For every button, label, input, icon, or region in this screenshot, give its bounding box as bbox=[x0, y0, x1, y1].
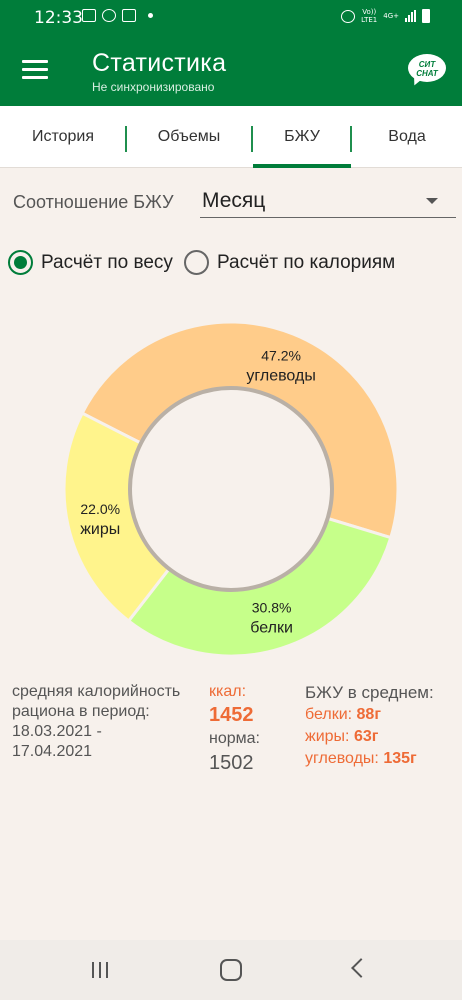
chat-label-line2: CHAT bbox=[416, 69, 438, 78]
slice-category: жиры bbox=[80, 521, 120, 538]
slice-percent: 22.0% bbox=[80, 501, 120, 517]
calendar-icon bbox=[122, 9, 136, 22]
recent-apps-icon[interactable] bbox=[92, 962, 108, 978]
gallery-icon bbox=[82, 9, 96, 22]
calc-by-calories-option[interactable]: Расчёт по калориям bbox=[184, 250, 395, 275]
page-title: Статистика bbox=[92, 49, 227, 77]
macro-carbs-name: углеводы: bbox=[305, 750, 379, 767]
slice-label-carbs: 47.2% углеводы bbox=[246, 348, 315, 385]
system-icons: Vo)) LTE1 4G+ bbox=[341, 8, 430, 24]
macro-average-title: БЖУ в среднем: bbox=[305, 683, 434, 702]
alarm-icon bbox=[341, 9, 356, 23]
caloric-summary: средняя калорийность рациона в период: 1… bbox=[12, 682, 202, 762]
menu-icon[interactable] bbox=[22, 60, 48, 80]
notification-icons bbox=[82, 9, 153, 22]
tab-bar: История Объемы БЖУ Вода bbox=[0, 106, 462, 168]
status-bar: 12:33 Vo)) LTE1 4G+ bbox=[0, 0, 462, 34]
calc-by-calories-label: Расчёт по калориям bbox=[217, 251, 396, 273]
dropdown-arrow-icon bbox=[426, 198, 438, 204]
calc-by-weight-label: Расчёт по весу bbox=[41, 251, 173, 273]
macro-fat-value: 63г bbox=[353, 728, 379, 745]
tab-separator bbox=[350, 126, 352, 152]
slice-category: белки bbox=[250, 620, 293, 637]
kcal-label: ккал: bbox=[209, 683, 247, 700]
calc-by-weight-option[interactable]: Расчёт по весу bbox=[8, 250, 173, 275]
network-line1: Vo)) bbox=[362, 8, 377, 16]
period-dropdown[interactable]: Месяц bbox=[200, 186, 456, 218]
app-bar: Статистика Не синхронизировано СИТ CHAT bbox=[0, 34, 462, 106]
radio-selected-icon bbox=[8, 250, 33, 275]
bju-donut-chart: 47.2% углеводы 30.8% белки 22.0% жиры bbox=[62, 320, 400, 658]
chat-button[interactable]: СИТ CHAT bbox=[408, 54, 446, 88]
macro-protein-name: белки: bbox=[305, 706, 353, 723]
tab-bju[interactable]: БЖУ bbox=[284, 128, 320, 145]
caloric-line2: рациона в период: bbox=[12, 703, 150, 720]
macro-fat-name: жиры: bbox=[305, 728, 350, 745]
back-icon[interactable] bbox=[351, 958, 371, 978]
tab-separator bbox=[251, 126, 253, 152]
macro-carbs: углеводы: 135г bbox=[305, 748, 460, 770]
slice-category: углеводы bbox=[246, 368, 315, 385]
radio-unselected-icon bbox=[184, 250, 209, 275]
tab-history[interactable]: История bbox=[31, 128, 95, 145]
norm-value: 1502 bbox=[209, 752, 254, 774]
network-line2: LTE1 bbox=[361, 16, 378, 24]
kcal-summary: ккал: 1452 норма: 1502 bbox=[209, 682, 289, 776]
period-end: 17.04.2021 bbox=[12, 743, 93, 760]
chat-icon: СИТ CHAT bbox=[408, 54, 446, 82]
system-nav-bar bbox=[0, 940, 462, 1000]
donut-hole bbox=[128, 386, 334, 592]
slice-label-protein: 30.8% белки bbox=[250, 600, 293, 637]
macro-protein: белки: 88г bbox=[305, 704, 460, 726]
home-icon[interactable] bbox=[220, 959, 242, 981]
network-label: Vo)) LTE1 bbox=[361, 8, 377, 24]
macro-protein-value: 88г bbox=[356, 706, 381, 723]
macro-fat: жиры: 63г bbox=[305, 726, 460, 748]
whatsapp-icon bbox=[102, 9, 116, 22]
slice-percent: 30.8% bbox=[252, 600, 292, 616]
sync-status: Не синхронизировано bbox=[92, 80, 215, 94]
tab-water[interactable]: Вода bbox=[388, 128, 426, 145]
signal-icon bbox=[405, 10, 416, 22]
battery-icon bbox=[422, 9, 430, 23]
more-notifications-icon bbox=[148, 13, 153, 18]
active-tab-indicator bbox=[253, 164, 351, 168]
caloric-line1: средняя калорийность bbox=[12, 683, 181, 700]
period-start: 18.03.2021 - bbox=[12, 723, 102, 740]
status-time: 12:33 bbox=[34, 8, 83, 28]
tab-separator bbox=[125, 126, 127, 152]
chat-label-line1: СИТ bbox=[418, 60, 436, 69]
slice-percent: 47.2% bbox=[261, 348, 301, 364]
macro-average: БЖУ в среднем: белки: 88г жиры: 63г угле… bbox=[305, 682, 460, 770]
macro-carbs-value: 135г bbox=[383, 750, 417, 767]
network-type: 4G+ bbox=[383, 12, 399, 20]
tab-volumes[interactable]: Объемы bbox=[157, 128, 221, 145]
norm-label: норма: bbox=[209, 730, 260, 747]
slice-label-fat: 22.0% жиры bbox=[80, 501, 120, 538]
ratio-label: Соотношение БЖУ bbox=[13, 192, 174, 212]
kcal-value: 1452 bbox=[209, 704, 254, 726]
period-value: Месяц bbox=[202, 189, 266, 212]
